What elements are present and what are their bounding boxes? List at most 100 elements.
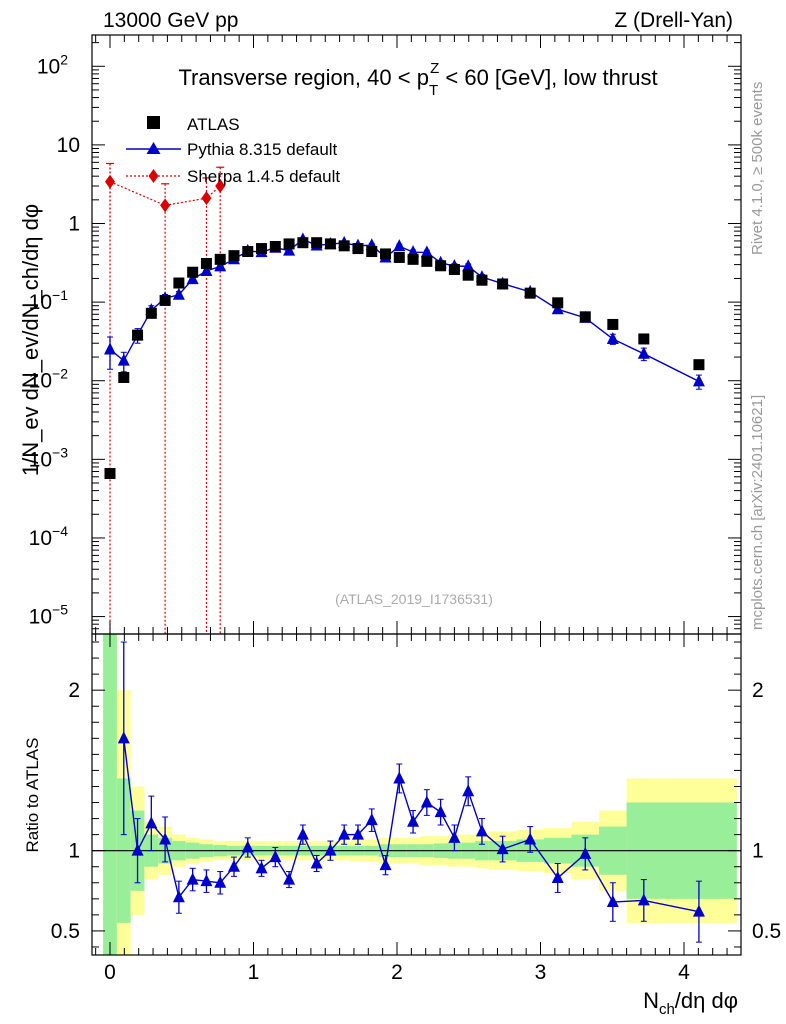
atlas-point bbox=[462, 269, 474, 281]
title-sup: Z bbox=[430, 60, 439, 77]
ratio-pythia-point bbox=[131, 843, 144, 856]
main-y-axis-title-text: 1/N_ev dN_ev/dN_ch/dη dφ bbox=[18, 204, 43, 476]
legend: ATLAS Pythia 8.315 default Sherpa 1.4.5 … bbox=[126, 115, 340, 186]
ratio-pythia-point bbox=[448, 830, 461, 843]
ratio-pythia-point bbox=[338, 827, 351, 840]
atlas-point bbox=[145, 307, 157, 319]
sherpa-point bbox=[201, 191, 212, 206]
pythia-point bbox=[186, 272, 199, 285]
ratio-pythia-point bbox=[159, 832, 172, 845]
ratio-plot-frame bbox=[91, 633, 742, 956]
atlas-point bbox=[297, 237, 309, 249]
ratio-pythia-line bbox=[123, 738, 700, 913]
legend-sherpa-marker bbox=[148, 169, 159, 183]
chart-title: Transverse region, 40 < pTZ < 60 [GeV], … bbox=[178, 60, 657, 99]
header-energy: 13000 GeV pp bbox=[103, 9, 238, 32]
pythia-point bbox=[420, 245, 433, 258]
pythia-point bbox=[462, 259, 475, 272]
ratio-pythia-point bbox=[214, 875, 227, 888]
atlas-point bbox=[200, 257, 212, 269]
pythia-point bbox=[606, 331, 619, 344]
pythia-point bbox=[117, 353, 130, 366]
atlas-point bbox=[338, 240, 350, 252]
x-tick-label: 4 bbox=[678, 961, 690, 984]
ratio-y-tick-label-left: 2 bbox=[68, 679, 80, 702]
title-pre: Transverse region, 40 < p bbox=[178, 65, 429, 90]
main-y-tick-exponent: −3 bbox=[52, 444, 68, 460]
side-source-label: mcplots.cern.ch [arXiv:2401.10621] bbox=[749, 395, 766, 630]
legend-atlas-label: ATLAS bbox=[187, 115, 240, 134]
x-tick-label: 1 bbox=[248, 961, 260, 984]
ratio-pythia-point bbox=[200, 874, 213, 887]
atlas-point bbox=[242, 246, 254, 258]
ratio-pythia-point bbox=[283, 872, 296, 885]
atlas-point bbox=[435, 260, 447, 272]
ratio-pythia-point bbox=[496, 842, 509, 855]
sherpa-point bbox=[160, 198, 171, 213]
ratio-pythia-point bbox=[365, 813, 378, 826]
atlas-point bbox=[283, 238, 295, 250]
legend-pythia-marker bbox=[146, 142, 161, 154]
ratio-pythia-point bbox=[551, 870, 564, 883]
ratio-pythia-point bbox=[637, 893, 650, 906]
atlas-point bbox=[214, 253, 226, 265]
ratio-pythia-point bbox=[524, 832, 537, 845]
pythia-point bbox=[172, 287, 185, 300]
ratio-y-tick-label-left: 0.5 bbox=[51, 920, 80, 943]
atlas-point bbox=[228, 250, 240, 262]
ratio-y-tick-label-left: 1 bbox=[68, 840, 80, 863]
ratio-data-layer bbox=[117, 641, 705, 943]
sherpa-series-line bbox=[109, 181, 221, 207]
ratio-pythia-point bbox=[351, 827, 364, 840]
main-y-tick-exponent: −4 bbox=[52, 523, 68, 539]
ratio-pythia-point bbox=[117, 731, 130, 744]
main-y-tick-label: 102 bbox=[37, 51, 68, 78]
ratio-y-tick-label-right: 1 bbox=[752, 840, 764, 863]
ratio-pythia-point bbox=[579, 846, 592, 859]
atlas-point bbox=[421, 255, 433, 267]
atlas-point bbox=[476, 274, 488, 286]
atlas-point bbox=[366, 246, 378, 258]
ratio-pythia-point bbox=[186, 872, 199, 885]
ratio-y-axis-title: Ratio to ATLAS bbox=[23, 738, 42, 853]
ratio-pythia-point bbox=[227, 859, 240, 872]
main-y-tick-exponent: −1 bbox=[52, 287, 68, 303]
x-tick-label: 0 bbox=[104, 961, 116, 984]
ratio-pythia-point bbox=[324, 843, 337, 856]
legend-pythia-label: Pythia 8.315 default bbox=[187, 140, 338, 159]
header-process: Z (Drell-Yan) bbox=[614, 9, 733, 32]
legend-sherpa-label: Sherpa 1.4.5 default bbox=[187, 167, 340, 186]
atlas-point bbox=[104, 468, 116, 480]
atlas-point bbox=[352, 243, 364, 255]
ratio-pythia-point bbox=[310, 856, 323, 869]
atlas-point bbox=[407, 253, 419, 265]
main-y-tick-label: 10−4 bbox=[29, 523, 69, 550]
atlas-point bbox=[638, 333, 650, 345]
ratio-pythia-point bbox=[269, 850, 282, 863]
pythia-point bbox=[200, 263, 213, 276]
atlas-point bbox=[448, 263, 460, 275]
ratio-pythia-point bbox=[434, 805, 447, 818]
ratio-pythia-point bbox=[255, 861, 268, 874]
side-version-label: Rivet 4.1.0, ≥ 500k events bbox=[749, 82, 766, 255]
sherpa-point bbox=[215, 178, 226, 193]
main-y-tick-exponent: 2 bbox=[60, 51, 68, 67]
atlas-point bbox=[132, 329, 144, 341]
atlas-point bbox=[324, 238, 336, 250]
ratio-pythia-point bbox=[606, 895, 619, 908]
ratio-pythia-point bbox=[241, 840, 254, 853]
atlas-point bbox=[187, 266, 199, 278]
x-tick-label: 2 bbox=[391, 961, 403, 984]
x-axis-title: Nch/dη dφ bbox=[643, 988, 738, 1018]
pythia-point bbox=[283, 243, 296, 256]
atlas-point bbox=[607, 318, 619, 330]
sherpa-point bbox=[105, 174, 115, 189]
atlas-point bbox=[693, 359, 705, 371]
main-y-tick-exponent: −2 bbox=[52, 366, 68, 382]
legend-atlas-marker bbox=[147, 116, 160, 129]
ratio-pythia-point bbox=[692, 904, 705, 917]
pythia-point bbox=[104, 342, 116, 355]
pythia-point bbox=[393, 239, 406, 252]
title-sub: T bbox=[429, 82, 438, 99]
